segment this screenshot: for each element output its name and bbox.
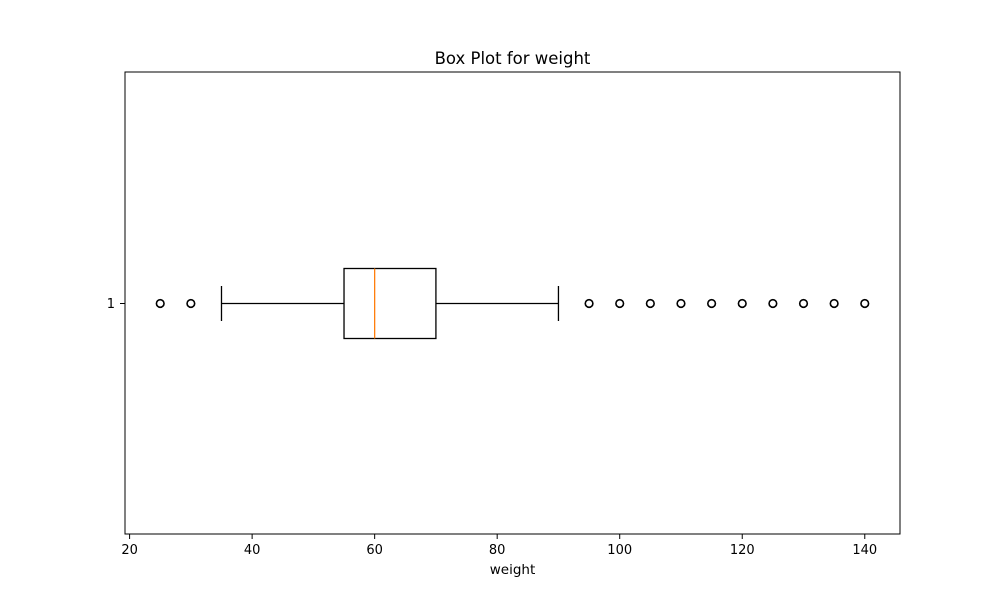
x-axis-label: weight bbox=[490, 562, 536, 578]
x-tick-label: 80 bbox=[489, 543, 506, 558]
x-tick-label: 100 bbox=[607, 543, 632, 558]
y-tick-label: 1 bbox=[107, 297, 115, 312]
x-tick-label: 40 bbox=[244, 543, 261, 558]
outlier-point bbox=[798, 298, 809, 309]
outlier-point bbox=[707, 298, 717, 309]
x-tick-label: 140 bbox=[852, 543, 877, 558]
box-plot-series bbox=[155, 267, 870, 340]
outlier-point bbox=[615, 298, 625, 309]
x-tick-label: 20 bbox=[121, 543, 138, 558]
chart-title: Box Plot for weight bbox=[435, 49, 591, 68]
interquartile-box bbox=[343, 267, 437, 340]
outlier-point bbox=[676, 298, 686, 309]
outlier-point bbox=[155, 298, 165, 309]
x-axis-ticks: 20 40 60 80 100 120 140 bbox=[121, 534, 877, 558]
outlier-point bbox=[186, 298, 196, 309]
outlier-point bbox=[860, 298, 870, 309]
outlier-point bbox=[768, 298, 778, 309]
x-tick-label: 60 bbox=[366, 543, 383, 558]
box-plot-group bbox=[155, 267, 870, 340]
outlier-point bbox=[737, 298, 747, 309]
outlier-point bbox=[584, 298, 594, 309]
outlier-point bbox=[829, 298, 839, 309]
x-tick-label: 120 bbox=[730, 543, 755, 558]
outlier-point bbox=[645, 298, 655, 309]
y-axis-ticks: 1 bbox=[107, 297, 125, 312]
